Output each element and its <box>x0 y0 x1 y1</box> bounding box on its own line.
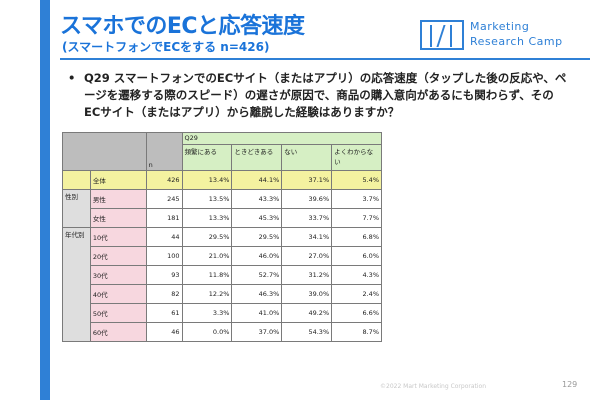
cell-value: 37.1% <box>281 170 333 190</box>
cell-n: 100 <box>145 246 183 266</box>
logo-line-1: Marketing <box>470 20 530 33</box>
cell-value: 6.0% <box>331 246 382 266</box>
row-label: 60代 <box>89 322 147 342</box>
cell-value: 6.6% <box>331 303 382 323</box>
cell-value: 6.8% <box>331 227 382 247</box>
bullet-icon: • <box>68 71 76 85</box>
cell-value: 29.5% <box>181 227 233 247</box>
cell-value: 45.3% <box>231 208 283 228</box>
cell-value: 2.4% <box>331 284 382 304</box>
cell-n: 61 <box>145 303 183 323</box>
table-row: 60代 46 0.0% 37.0% 54.3% 8.7% <box>63 322 382 342</box>
logo: Marketing Research Camp <box>420 18 570 54</box>
cell-value: 11.8% <box>181 265 233 285</box>
group-label: 性別 <box>62 189 91 228</box>
cell-n: 82 <box>145 284 183 304</box>
cell-value: 39.0% <box>281 284 333 304</box>
row-label: 20代 <box>89 246 147 266</box>
cell-value: 33.7% <box>281 208 333 228</box>
row-label: 10代 <box>89 227 147 247</box>
table-row: 50代 61 3.3% 41.0% 49.2% 6.6% <box>63 303 382 323</box>
row-label: 女性 <box>89 208 147 228</box>
cell-n: 181 <box>145 208 183 228</box>
cell-n: 426 <box>145 170 183 190</box>
table-corner-cell <box>62 132 147 171</box>
cell-value: 3.7% <box>331 189 382 209</box>
cell-value: 46.3% <box>231 284 283 304</box>
logo-text: Marketing Research Camp <box>470 19 563 49</box>
row-label: 40代 <box>89 284 147 304</box>
cell-value: 37.0% <box>231 322 283 342</box>
cell-value: 21.0% <box>181 246 233 266</box>
cell-value: 3.3% <box>181 303 233 323</box>
row-label: 男性 <box>89 189 147 209</box>
cell-value: 41.0% <box>231 303 283 323</box>
cell-value: 8.7% <box>331 322 382 342</box>
cell-value: 49.2% <box>281 303 333 323</box>
logo-line-2: Research Camp <box>470 35 563 48</box>
slide-subtitle: (スマートフォンでECをする n=426) <box>62 40 270 54</box>
cell-n: 245 <box>145 189 183 209</box>
n-header: n <box>145 132 183 171</box>
cell-value: 46.0% <box>231 246 283 266</box>
question-header: Q29 <box>181 132 383 145</box>
table-row: 30代 93 11.8% 52.7% 31.2% 4.3% <box>63 265 382 285</box>
group-label: 年代別 <box>62 227 91 342</box>
table-row: 40代 82 12.2% 46.3% 39.0% 2.4% <box>63 284 382 304</box>
cell-n: 46 <box>145 322 183 342</box>
cell-n: 44 <box>145 227 183 247</box>
row-label: 全体 <box>89 170 147 190</box>
results-table-container: n Q29 頻繁にある ときどきある ない よくわからない 全体 426 13.… <box>62 132 383 342</box>
page-number: 129 <box>562 380 578 389</box>
row-label: 50代 <box>89 303 147 323</box>
total-spacer-cell <box>62 170 91 190</box>
slide-title: スマホでのECと応答速度 <box>60 14 305 39</box>
table-row: 年代別 10代 44 29.5% 29.5% 34.1% 6.8% <box>62 227 382 342</box>
cell-value: 12.2% <box>181 284 233 304</box>
cell-value: 13.5% <box>181 189 233 209</box>
column-header: ない <box>281 144 333 171</box>
cell-value: 52.7% <box>231 265 283 285</box>
results-table: n Q29 頻繁にある ときどきある ない よくわからない 全体 426 13.… <box>62 132 383 342</box>
table-row: 20代 100 21.0% 46.0% 27.0% 6.0% <box>63 246 382 266</box>
table-row: 女性 181 13.3% 45.3% 33.7% 7.7% <box>63 208 382 228</box>
copyright-text: ©2022 Mart Marketing Corporation <box>380 383 487 390</box>
cell-value: 29.5% <box>231 227 283 247</box>
table-row-total: 全体 426 13.4% 44.1% 37.1% 5.4% <box>62 170 382 190</box>
left-accent-bar <box>40 0 50 400</box>
column-header: 頻繁にある <box>181 144 233 171</box>
column-header: ときどきある <box>231 144 283 171</box>
cell-value: 27.0% <box>281 246 333 266</box>
cell-value: 5.4% <box>331 170 382 190</box>
cell-value: 13.4% <box>181 170 233 190</box>
cell-value: 13.3% <box>181 208 233 228</box>
cell-value: 44.1% <box>231 170 283 190</box>
cell-value: 31.2% <box>281 265 333 285</box>
row-label: 30代 <box>89 265 147 285</box>
column-header: よくわからない <box>331 144 382 171</box>
cell-value: 4.3% <box>331 265 382 285</box>
cell-value: 34.1% <box>281 227 333 247</box>
cell-n: 93 <box>145 265 183 285</box>
cell-value: 7.7% <box>331 208 382 228</box>
question-block: • Q29 スマートフォンでのECサイト（またはアプリ）の応答速度（タップした後… <box>68 70 568 121</box>
cell-value: 54.3% <box>281 322 333 342</box>
table-row: 性別 男性 245 13.5% 43.3% 39.6% 3.7% <box>62 189 382 228</box>
cell-value: 43.3% <box>231 189 283 209</box>
title-divider <box>60 58 590 60</box>
question-text: Q29 スマートフォンでのECサイト（またはアプリ）の応答速度（タップした後の反… <box>84 71 567 119</box>
logo-mark-icon <box>420 20 464 50</box>
cell-value: 39.6% <box>281 189 333 209</box>
cell-value: 0.0% <box>181 322 233 342</box>
